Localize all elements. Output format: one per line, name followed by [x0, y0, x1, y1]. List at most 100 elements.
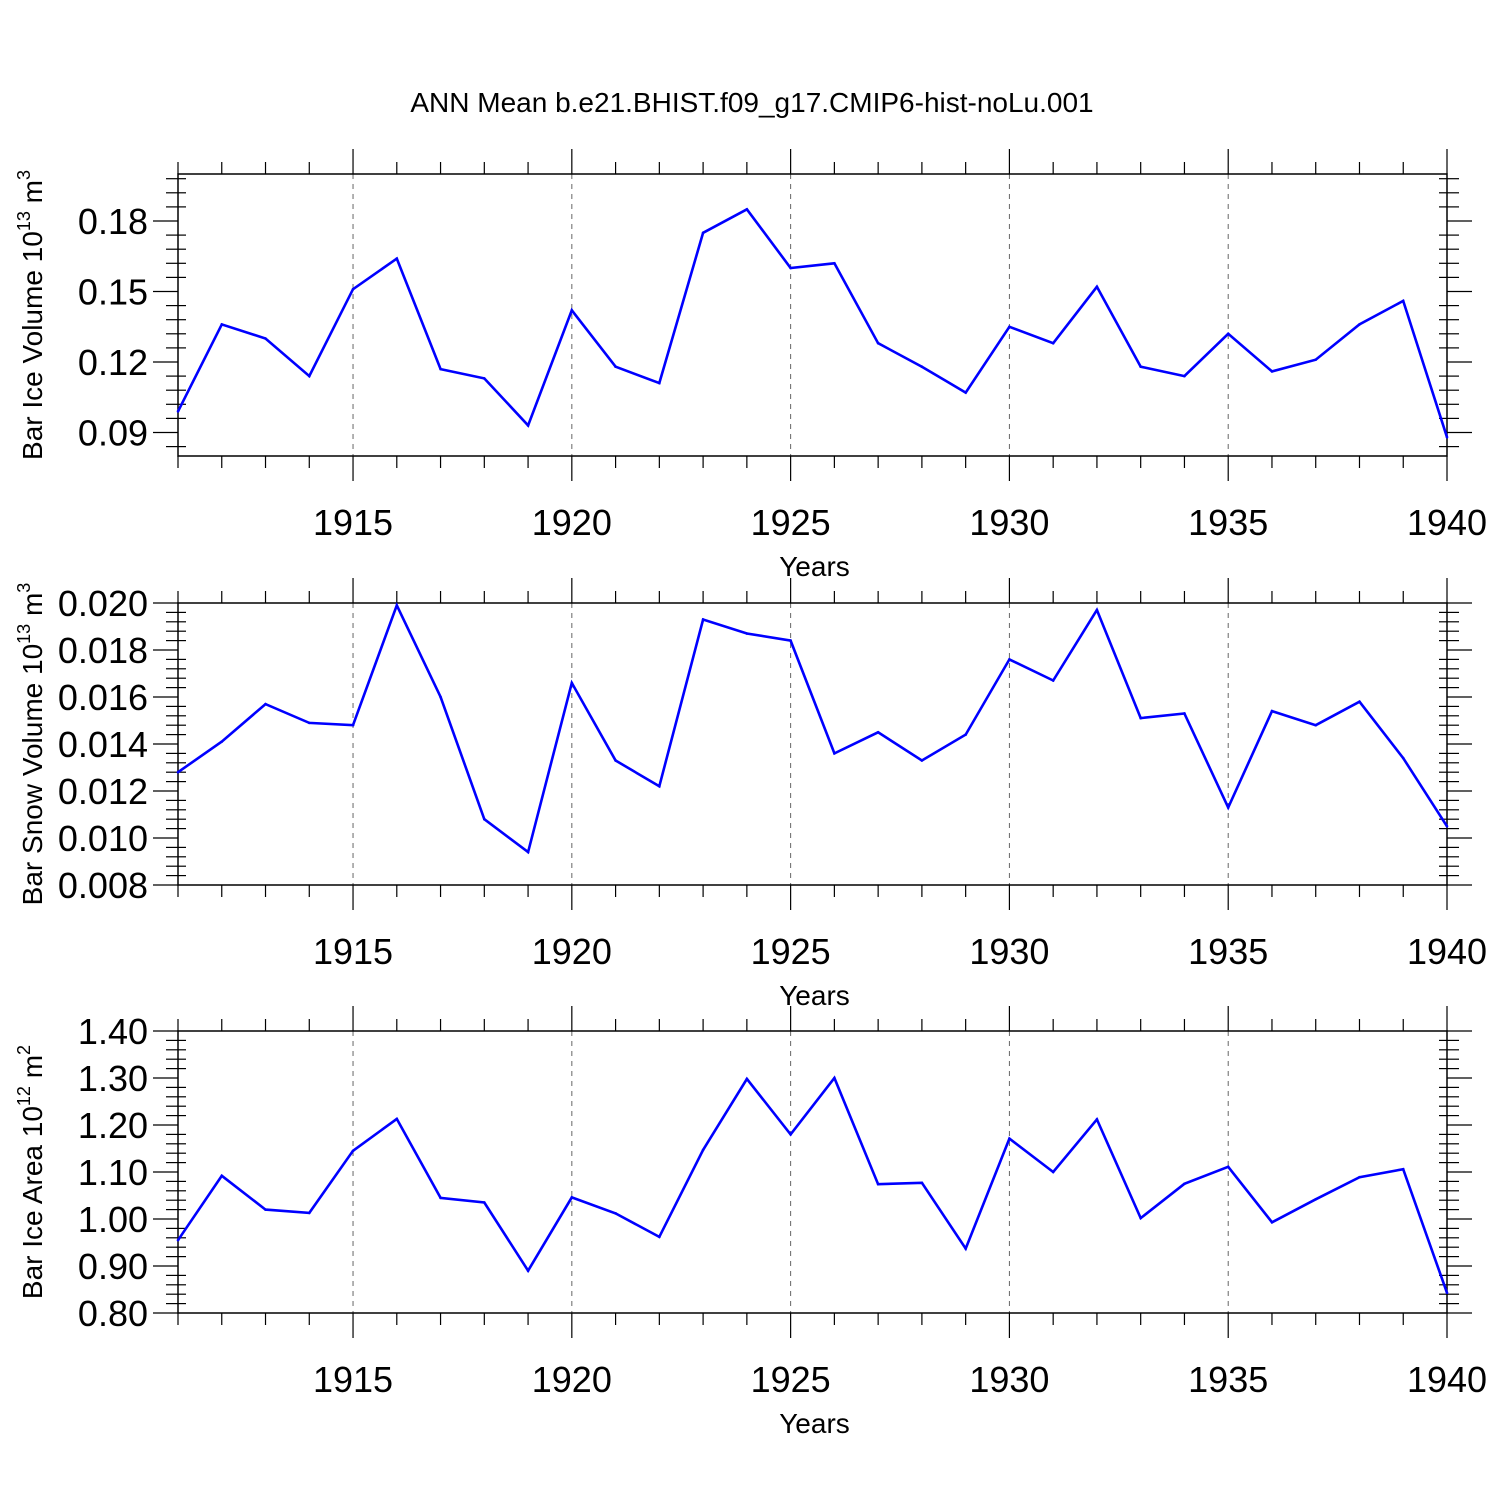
- data-point: [833, 1076, 836, 1080]
- y-axis-label-exponent: 12: [14, 1086, 34, 1106]
- y-axis-label-unit: m: [17, 180, 48, 211]
- data-point: [658, 785, 661, 788]
- data-point: [1358, 1175, 1361, 1179]
- data-point: [1401, 299, 1405, 303]
- data-point: [1095, 608, 1099, 612]
- data-point: [1051, 341, 1055, 345]
- data-point: [176, 1238, 180, 1242]
- data-point: [483, 377, 486, 380]
- x-tick-label: 1915: [313, 1359, 393, 1400]
- data-point: [1095, 1118, 1099, 1121]
- x-tick-label: 1925: [751, 931, 831, 972]
- y-tick-label: 1.40: [78, 1011, 148, 1052]
- y-tick-label: 0.008: [58, 865, 148, 906]
- y-axis-label-unit: m: [17, 1055, 48, 1086]
- data-point: [439, 695, 442, 699]
- data-point: [483, 817, 486, 821]
- data-point: [1445, 435, 1449, 439]
- data-point: [1314, 1197, 1318, 1201]
- data-point: [658, 381, 661, 385]
- y-tick-label: 1.10: [78, 1152, 148, 1193]
- data-point: [745, 632, 749, 635]
- x-tick-label: 1920: [532, 1359, 612, 1400]
- plot-frame: [177, 1030, 1448, 1314]
- data-point: [1270, 1220, 1274, 1224]
- data-point: [264, 337, 267, 340]
- y-tick-label: 0.016: [58, 677, 148, 718]
- data-point: [1226, 806, 1230, 809]
- data-point: [1445, 1291, 1449, 1295]
- data-point: [789, 266, 792, 270]
- data-point: [1051, 679, 1055, 682]
- data-line: [176, 1075, 1449, 1294]
- x-tick-label: 1940: [1407, 502, 1487, 543]
- data-point: [789, 639, 792, 642]
- x-tick-label: 1935: [1188, 931, 1268, 972]
- y-tick-label: 0.010: [58, 818, 148, 859]
- x-tick-label: 1915: [313, 931, 393, 972]
- data-point: [570, 1196, 574, 1199]
- data-point: [1183, 712, 1186, 715]
- y-tick-label: 0.12: [78, 342, 148, 383]
- data-point: [833, 262, 836, 265]
- x-tick-label: 1920: [532, 502, 612, 543]
- data-point: [1270, 370, 1274, 373]
- data-point: [307, 374, 311, 378]
- data-point: [395, 1117, 399, 1121]
- y-tick-label: 1.30: [78, 1058, 148, 1099]
- x-axis-label: Years: [779, 551, 850, 582]
- data-point: [220, 740, 224, 743]
- data-point: [1008, 1137, 1011, 1140]
- data-point: [920, 759, 924, 762]
- data-point: [614, 759, 617, 762]
- x-tick-label: 1925: [751, 502, 831, 543]
- y-axis-label-main: Bar Snow Volume 10: [17, 644, 48, 906]
- y-tick-label: 1.20: [78, 1105, 148, 1146]
- data-point: [176, 770, 180, 774]
- data-point: [1401, 1167, 1405, 1171]
- data-point: [176, 410, 180, 413]
- data-point: [701, 1148, 705, 1152]
- data-point: [526, 850, 530, 854]
- data-point: [614, 365, 617, 369]
- x-tick-label: 1915: [313, 502, 393, 543]
- y-axis-label-exponent: 13: [14, 624, 34, 644]
- data-point: [439, 1196, 442, 1200]
- data-point: [701, 231, 705, 235]
- data-point: [1051, 1170, 1055, 1174]
- x-tick-label: 1940: [1407, 1359, 1487, 1400]
- data-line: [176, 207, 1449, 438]
- data-point: [1358, 323, 1361, 326]
- data-point: [876, 1182, 880, 1186]
- y-axis-label: Bar Ice Volume 1013 m3: [14, 170, 48, 460]
- figure-title: ANN Mean b.e21.BHIST.f09_g17.CMIP6-hist-…: [410, 87, 1093, 118]
- data-point: [1139, 1216, 1142, 1220]
- y-tick-label: 0.014: [58, 724, 148, 765]
- panels: 0.09 0.12 0.15 0.18 1915 1920 1925 1930 1935 1940…: [14, 149, 1487, 1439]
- data-point: [1139, 365, 1142, 369]
- data-point: [745, 1077, 749, 1081]
- x-tick-label: 1940: [1407, 931, 1487, 972]
- y-tick-label: 0.90: [78, 1246, 148, 1287]
- data-point: [307, 1211, 311, 1215]
- y-tick-label: 0.80: [78, 1293, 148, 1334]
- data-point: [920, 365, 924, 369]
- data-point: [220, 1174, 224, 1178]
- data-point: [526, 1269, 530, 1272]
- plot-frame: [177, 173, 1448, 457]
- data-point: [1314, 358, 1318, 361]
- panel-2: 0.008 0.010 0.012 0.014 0.016 0.018 0.020 1915 1…: [14, 578, 1487, 1011]
- data-point: [1226, 1165, 1230, 1169]
- y-axis-label-unit-exponent: 2: [14, 1045, 34, 1055]
- x-tick-label: 1935: [1188, 1359, 1268, 1400]
- data-point: [964, 1247, 967, 1250]
- data-point: [1183, 1182, 1186, 1186]
- data-point: [307, 721, 311, 725]
- data-line: [177, 601, 1449, 855]
- data-point: [1008, 658, 1011, 661]
- data-point: [1183, 374, 1186, 378]
- y-axis-label-unit: m: [17, 593, 48, 624]
- panel-3: 0.80 0.90 1.00 1.10 1.20 1.30 1.40 1915 1920 1925…: [14, 1006, 1487, 1439]
- data-point: [351, 1149, 355, 1153]
